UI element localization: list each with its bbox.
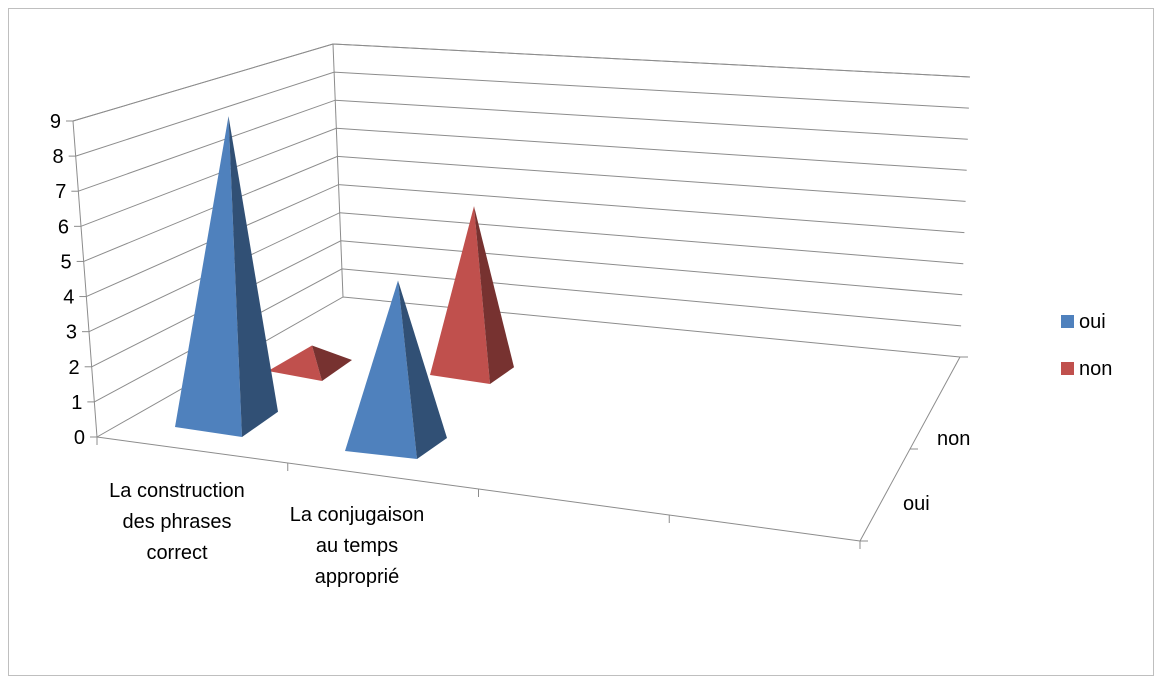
depth-label: non <box>937 428 970 450</box>
y-tick-label: 2 <box>69 357 80 379</box>
pyramid-oui-2 <box>345 280 447 459</box>
category-labels: La construction des phrases correct La conj… <box>109 480 424 588</box>
gridline <box>88 212 964 333</box>
gridline <box>80 127 967 227</box>
pyramid-face-side <box>228 116 278 437</box>
depth-axis-labels: non oui <box>903 428 970 515</box>
pyramid-face-front <box>430 206 490 384</box>
gridline <box>75 71 969 157</box>
wall-corner-edge <box>332 43 344 298</box>
pyramid-face-front <box>175 116 242 437</box>
category-label-line: au temps <box>316 535 398 557</box>
y-tick-label: 3 <box>66 322 77 344</box>
pyramid-oui-1 <box>175 116 278 437</box>
legend: oui non <box>1061 311 1112 380</box>
category-label: La construction des phrases correct <box>109 480 245 564</box>
y-axis-line <box>72 120 98 438</box>
category-label-line: La construction <box>109 480 245 502</box>
gridline <box>94 268 962 403</box>
gridlines <box>66 43 971 438</box>
pyramid-non-1 <box>268 345 352 381</box>
gridline <box>96 296 961 438</box>
y-tick-label: 4 <box>63 287 74 309</box>
legend-label: non <box>1079 358 1112 380</box>
gridline <box>72 43 971 122</box>
y-tick-label: 8 <box>53 146 64 168</box>
legend-label: oui <box>1079 311 1106 333</box>
y-tick-label: 6 <box>58 216 69 238</box>
legend-swatch <box>1061 315 1074 328</box>
category-label: La conjugaison au temps approprié <box>290 504 425 588</box>
y-axis-tick-labels: 0 1 2 3 4 5 6 7 8 9 <box>50 111 85 449</box>
depth-label: oui <box>903 493 930 515</box>
category-label-line: correct <box>146 542 208 564</box>
pyramid-face-side <box>398 280 447 459</box>
category-label-line: des phrases <box>123 511 232 533</box>
pyramid-face-front <box>345 280 417 459</box>
y-tick-label: 9 <box>50 111 61 133</box>
gridline <box>86 184 965 298</box>
category-label-line: La conjugaison <box>290 504 425 526</box>
pyramid-marks <box>175 116 514 459</box>
category-label-line: approprié <box>315 566 400 588</box>
gridline <box>83 155 966 262</box>
pyramid-face-front <box>268 345 322 381</box>
y-tick-label: 7 <box>55 181 66 203</box>
legend-swatch <box>1061 362 1074 375</box>
y-tick-label: 0 <box>74 427 85 449</box>
gridline <box>78 99 968 192</box>
gridline <box>91 240 963 368</box>
pyramid-face-side <box>312 345 352 381</box>
y-tick-label: 5 <box>61 251 72 273</box>
y-tick-label: 1 <box>71 392 82 414</box>
pyramid-non-2 <box>430 206 514 384</box>
pyramid-face-side <box>474 206 514 384</box>
